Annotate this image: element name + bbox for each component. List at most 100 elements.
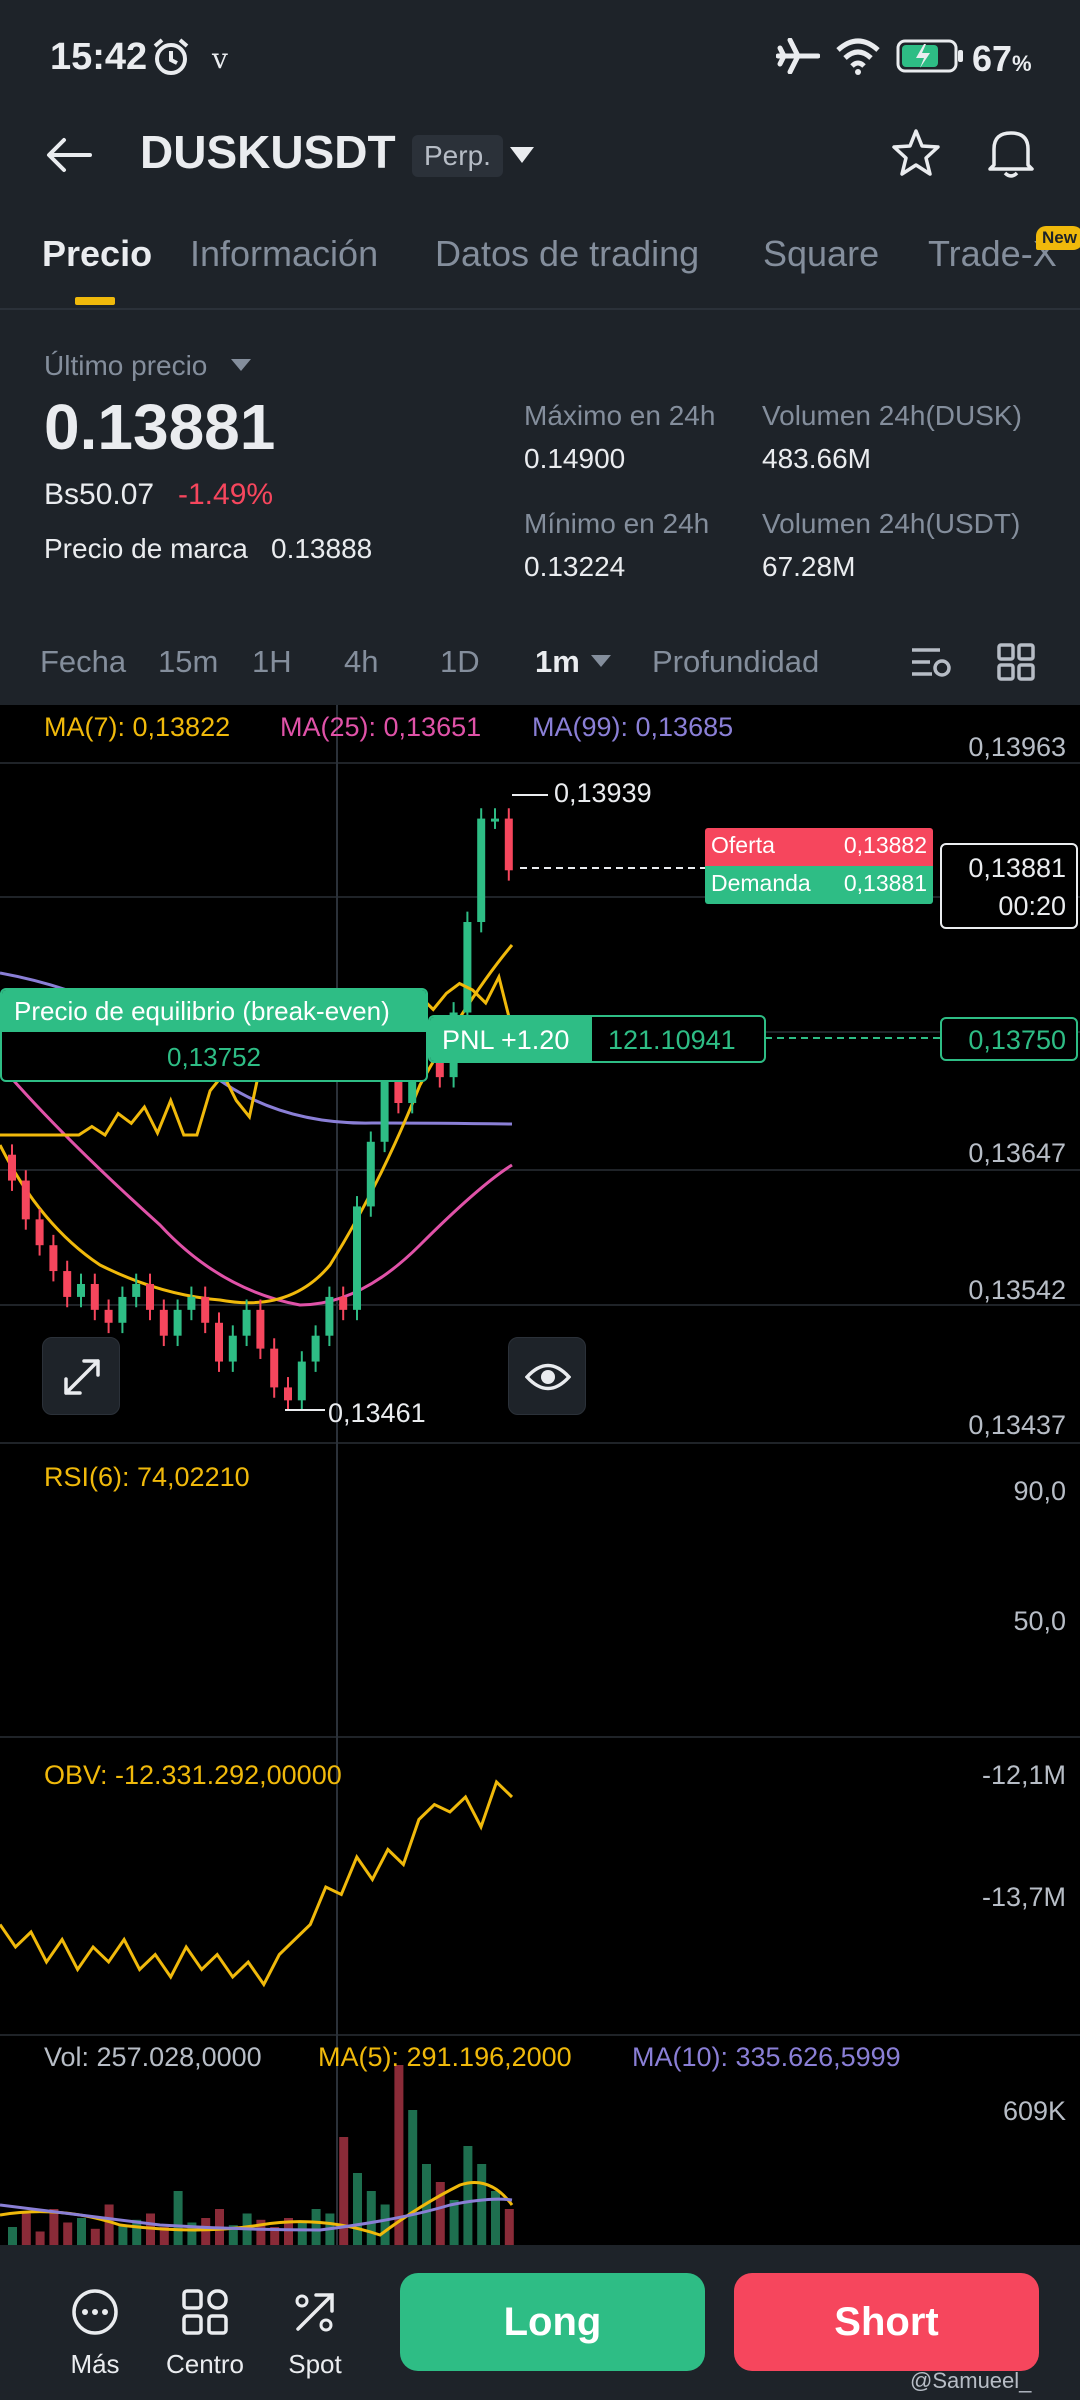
short-button[interactable]: Short: [734, 2273, 1039, 2371]
volume-bar: [49, 2209, 59, 2245]
symbol-title[interactable]: DUSKUSDT: [140, 126, 396, 178]
candle-body: [8, 1154, 16, 1181]
volume-bar: [77, 2218, 86, 2245]
volume-bars: [8, 2065, 514, 2245]
volume-bar: [408, 2110, 418, 2245]
candle-body: [90, 1283, 99, 1310]
position-qty: 121.10941: [608, 1025, 736, 1055]
ma25-legend: MA(25): 0,13651: [280, 712, 482, 742]
interval-dropdown-icon[interactable]: [590, 654, 612, 668]
volume-bar: [284, 2218, 293, 2245]
airplane-icon: [776, 38, 820, 74]
breakeven-header: Precio de equilibrio (break-even): [2, 990, 426, 1032]
vol-ma10-line: [0, 2197, 513, 2232]
symbol-dropdown-icon[interactable]: [508, 145, 536, 165]
vol-ma10-label: MA(10): 335.626,5999: [632, 2042, 901, 2072]
mark-price: 0.13888: [271, 533, 373, 564]
breakeven-label: Precio de equilibrio (break-even): [14, 996, 390, 1026]
candle-body: [215, 1322, 223, 1362]
volume-bar: [311, 2209, 321, 2245]
volume-bar: [256, 2219, 266, 2245]
candle-body: [77, 1283, 85, 1297]
vol-quote-label: Volumen 24h(USDT): [762, 508, 1021, 539]
volume-bar: [504, 2209, 514, 2245]
tab-square[interactable]: Square: [763, 233, 880, 274]
layout-grid-icon[interactable]: [996, 642, 1036, 682]
rsi-axis-tick: 50,0: [1013, 1606, 1066, 1636]
last-price-label[interactable]: Último precio: [44, 350, 208, 381]
fullscreen-button[interactable]: [42, 1337, 120, 1415]
vol-label: Vol: 257.028,0000: [44, 2042, 262, 2072]
ma7-line: [0, 944, 514, 1305]
status-time: 15:42: [50, 36, 148, 78]
tab-precio[interactable]: Precio: [42, 233, 153, 274]
volume-bar: [35, 2231, 45, 2245]
candle-body: [339, 1296, 348, 1310]
volume-bar: [187, 2222, 197, 2245]
back-arrow-icon[interactable]: [44, 135, 94, 175]
last-price-dropdown-icon[interactable]: [230, 358, 252, 372]
bid-box: Demanda 0,13881: [705, 866, 933, 904]
more-button[interactable]: Más: [40, 2245, 150, 2400]
candle-body: [49, 1245, 58, 1272]
last-price: 0.13881: [44, 391, 276, 463]
volume-bar: [159, 2227, 169, 2245]
breakeven-box[interactable]: Precio de equilibrio (break-even) 0,1375…: [0, 988, 428, 1082]
candle-body: [325, 1296, 334, 1336]
high-24h: 0.14900: [524, 443, 626, 474]
position-box[interactable]: PNL +1.20 121.10941: [428, 1015, 766, 1063]
tab-datos-trading[interactable]: Datos de trading: [435, 233, 700, 274]
kline-chart[interactable]: [0, 705, 1080, 2245]
low-24h-label: Mínimo en 24h: [524, 508, 710, 539]
volume-bar: [90, 2228, 100, 2245]
spot-button[interactable]: Spot: [260, 2245, 370, 2400]
spot-icon: [295, 2293, 334, 2332]
center-button[interactable]: Centro: [150, 2245, 260, 2400]
interval-15m[interactable]: 15m: [158, 644, 219, 679]
interval-1h[interactable]: 1H: [252, 644, 292, 679]
obv-axis-tick: -13,7M: [981, 1882, 1066, 1912]
candle-body: [353, 1206, 361, 1310]
current-price-tag: 0,13881 00:20: [940, 843, 1078, 929]
candle-body: [242, 1309, 251, 1336]
tab-trade-x[interactable]: Trade-X: [928, 233, 1057, 274]
bell-alert-icon[interactable]: [984, 125, 1038, 181]
indicator-settings-icon[interactable]: [910, 642, 952, 682]
pnl-label: PNL +1.20: [442, 1025, 570, 1055]
interval-4h[interactable]: 4h: [344, 644, 379, 679]
wifi-icon: [836, 38, 880, 75]
candle-body: [284, 1387, 292, 1401]
spot-label: Spot: [288, 2349, 342, 2379]
candle-body: [104, 1309, 113, 1323]
rsi-axis-tick: 90,0: [1013, 1476, 1066, 1506]
vol-base: 483.66M: [762, 443, 871, 474]
volume-bar: [394, 2065, 404, 2245]
bid-value: 0,13881: [843, 870, 927, 896]
favorite-star-icon[interactable]: [890, 127, 942, 179]
candle-body: [159, 1309, 168, 1336]
candle-body: [201, 1296, 210, 1323]
candle-body: [491, 818, 499, 822]
volume-bar: [118, 2225, 128, 2245]
candle-body: [256, 1309, 265, 1349]
volume-bar: [366, 2191, 376, 2245]
candle-body: [394, 1077, 403, 1103]
obv-axis-tick: -12,1M: [981, 1760, 1066, 1790]
volume-bar: [491, 2191, 500, 2245]
center-label: Centro: [165, 2349, 245, 2379]
volume-bar: [201, 2218, 211, 2245]
interval-fecha[interactable]: Fecha: [40, 644, 127, 679]
entry-price-tag: 0,13750: [940, 1017, 1078, 1061]
interval-1m[interactable]: 1m: [535, 644, 580, 679]
long-button[interactable]: Long: [400, 2273, 705, 2371]
more-dots-icon: [72, 2289, 118, 2335]
volume-bar: [463, 2146, 473, 2245]
status-carrier: v: [212, 42, 228, 75]
interval-1d[interactable]: 1D: [440, 644, 480, 679]
entry-price-value: 0,13750: [968, 1025, 1066, 1055]
candle-body: [270, 1348, 279, 1388]
price-axis-tick: 0,13963: [968, 732, 1066, 762]
interval-profundidad[interactable]: Profundidad: [652, 644, 820, 679]
toggle-visibility-button[interactable]: [508, 1337, 586, 1415]
tab-informacion[interactable]: Información: [190, 233, 379, 274]
